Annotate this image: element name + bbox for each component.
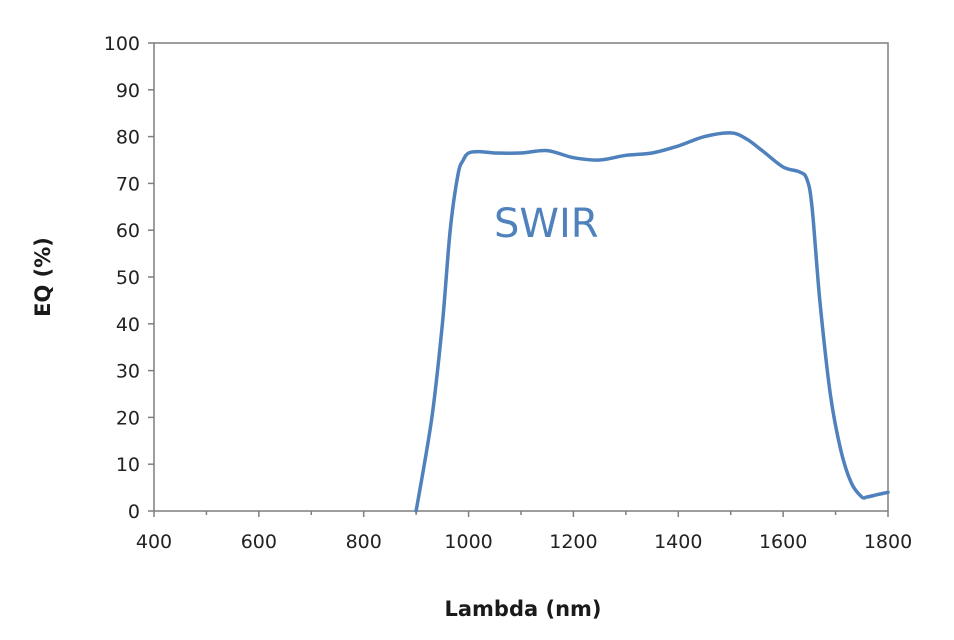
x-tick-label: 1000 [444, 531, 492, 553]
y-tick-label: 50 [116, 267, 140, 289]
y-tick-label: 20 [116, 407, 140, 429]
y-tick-label: 70 [116, 173, 140, 195]
x-axis-title: Lambda (nm) [444, 597, 601, 621]
y-tick-label: 40 [116, 314, 140, 336]
y-tick-label: 100 [104, 33, 140, 55]
y-axis-ticks: 0 10 20 30 40 50 60 70 80 90 100 [104, 33, 154, 523]
x-tick-label: 800 [346, 531, 382, 553]
x-tick-label: 1800 [864, 531, 912, 553]
y-tick-label: 80 [116, 127, 140, 149]
x-axis-ticks: 400 600 800 1000 1200 1400 1600 1800 [136, 511, 912, 553]
plot-frame [153, 42, 889, 512]
x-tick-label: 1600 [759, 531, 807, 553]
x-tick-label: 600 [241, 531, 277, 553]
y-tick-label: 10 [116, 454, 140, 476]
series-line [414, 131, 890, 513]
y-tick-label: 30 [116, 361, 140, 383]
y-axis-title: EQ (%) [31, 237, 55, 317]
y-tick-label: 90 [116, 80, 140, 102]
swir-annotation: SWIR [494, 201, 599, 247]
x-tick-label: 1200 [549, 531, 597, 553]
x-tick-label: 400 [136, 531, 172, 553]
x-tick-label: 1400 [654, 531, 702, 553]
y-tick-label: 0 [128, 501, 140, 523]
y-tick-label: 60 [116, 220, 140, 242]
